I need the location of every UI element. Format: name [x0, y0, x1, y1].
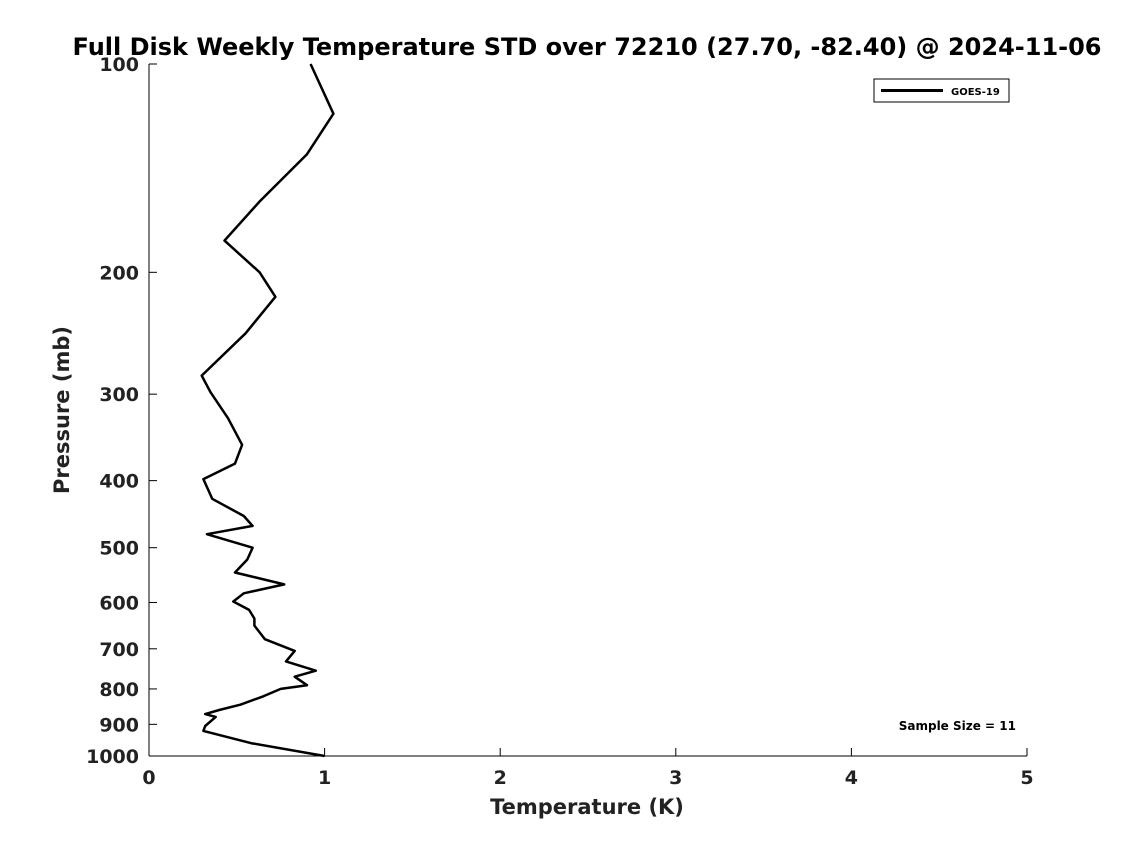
x-tick-label: 5 [1020, 767, 1033, 789]
x-tick-label: 4 [845, 767, 858, 789]
y-tick-label: 300 [99, 384, 139, 406]
y-tick-label: 700 [99, 639, 139, 661]
legend-label-goes-19: GOES-19 [951, 87, 1000, 98]
chart-title: Full Disk Weekly Temperature STD over 72… [73, 33, 1102, 61]
x-axis-label: Temperature (K) [490, 795, 684, 819]
x-tick-label: 1 [318, 767, 331, 789]
y-tick-label: 500 [99, 538, 139, 560]
data-series [200, 63, 335, 758]
series-line-goes-19 [200, 63, 335, 758]
x-tick-label: 3 [669, 767, 682, 789]
y-tick-label: 800 [99, 679, 139, 701]
y-tick-label: 600 [99, 592, 139, 614]
x-axis-ticks: 0 1 2 3 4 5 [142, 748, 1034, 789]
y-tick-label: 200 [99, 262, 139, 284]
x-tick-label: 2 [494, 767, 507, 789]
y-tick-label: 100 [99, 54, 139, 76]
plot-axes [148, 64, 1027, 757]
y-tick-label: 1000 [86, 746, 139, 768]
sample-size-annotation: Sample Size = 11 [899, 719, 1016, 733]
y-axis-label: Pressure (mb) [50, 326, 74, 494]
y-tick-label: 400 [99, 471, 139, 493]
x-tick-label: 0 [142, 767, 155, 789]
y-tick-label: 900 [99, 714, 139, 736]
legend: GOES-19 [873, 78, 1010, 103]
y-axis-ticks: 100 200 300 400 500 600 700 800 900 1000 [86, 54, 157, 768]
